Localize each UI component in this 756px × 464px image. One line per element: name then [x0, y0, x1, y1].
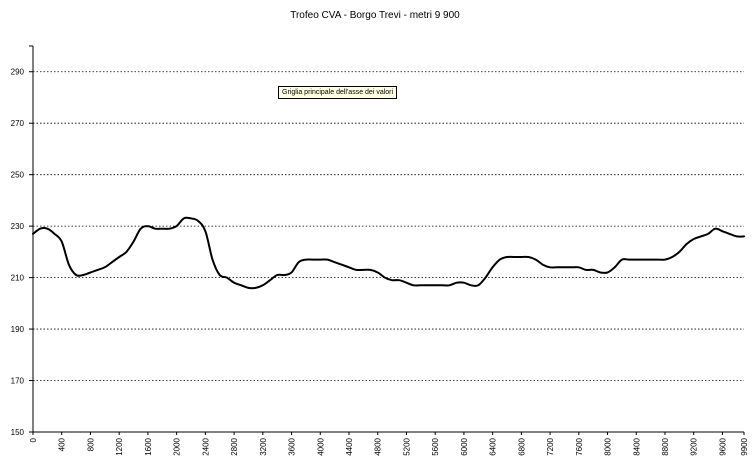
- y-tick-label: 170: [11, 377, 25, 386]
- x-tick-label: 9200: [690, 437, 699, 455]
- x-tick-label: 7200: [546, 437, 555, 455]
- x-tick-label: 6800: [517, 437, 526, 455]
- x-tick-label: 7600: [575, 437, 584, 455]
- x-tick-label: 8400: [632, 437, 641, 455]
- x-tick-labels: 0 400 800 1200 1600 2000 2400 2800 3200 3600 4000 4…: [29, 437, 749, 455]
- x-tick-label: 9600: [718, 437, 727, 455]
- x-tick-label: 6000: [460, 437, 469, 455]
- x-tick-label: 8000: [604, 437, 613, 455]
- y-tick-label: 290: [11, 68, 25, 77]
- x-tick-label: 4000: [316, 437, 325, 455]
- y-tick-labels: 150 170 190 210 230 250 270 290: [11, 68, 25, 437]
- x-tick-label: 1600: [144, 437, 153, 455]
- x-tick-label: 8800: [661, 437, 670, 455]
- x-tick-label: 3600: [288, 437, 297, 455]
- y-tick-label: 250: [11, 171, 25, 180]
- x-tick-label: 800: [86, 437, 95, 451]
- x-tick-label: 2800: [230, 437, 239, 455]
- y-tick-label: 190: [11, 325, 25, 334]
- axes: [29, 45, 745, 435]
- x-tick-label: 4400: [345, 437, 354, 455]
- y-tick-label: 150: [11, 428, 25, 437]
- x-tick-label: 3200: [259, 437, 268, 455]
- series-line: [32, 216, 745, 290]
- x-tick-label: 5200: [402, 437, 411, 455]
- x-tick-label: 2000: [173, 437, 182, 455]
- x-tick-label: 5600: [431, 437, 440, 455]
- x-tick-label: 6400: [489, 437, 498, 455]
- y-tick-label: 230: [11, 222, 25, 231]
- chart-title: Trofeo CVA - Borgo Trevi - metri 9 900: [290, 10, 460, 21]
- x-tick-label: 4800: [374, 437, 383, 455]
- x-tick-label: 0: [29, 437, 38, 442]
- x-tick-label: 2400: [201, 437, 210, 455]
- x-tick-label: 400: [58, 437, 67, 451]
- y-tick-label: 270: [11, 119, 25, 128]
- y-tick-label: 210: [11, 274, 25, 283]
- gridline-tooltip: Griglia principale dell'asse dei valori: [278, 86, 398, 99]
- grid: [33, 71, 744, 381]
- series: [32, 216, 745, 290]
- x-tick-label: 9900: [740, 437, 749, 455]
- x-tick-label: 1200: [115, 437, 124, 455]
